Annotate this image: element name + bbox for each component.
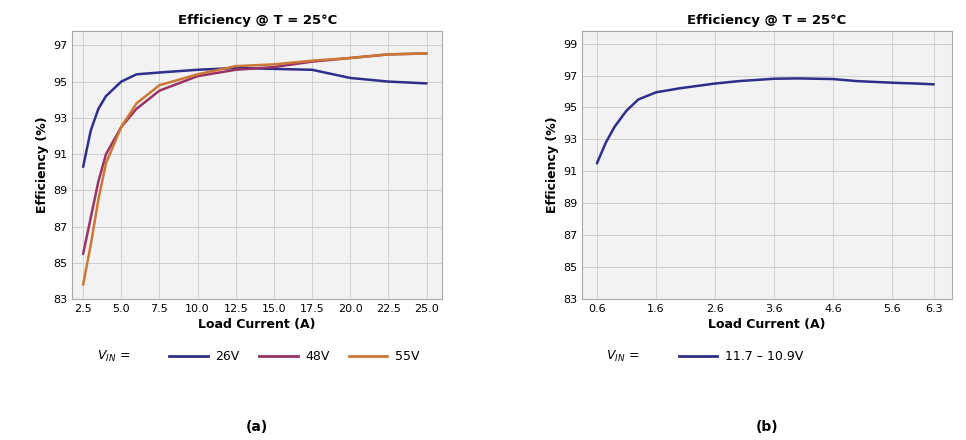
Y-axis label: Efficiency (%): Efficiency (%)	[546, 117, 559, 213]
Text: $V_{\mathit{IN}}$ =: $V_{\mathit{IN}}$ =	[97, 349, 131, 364]
Y-axis label: Efficiency (%): Efficiency (%)	[36, 117, 49, 213]
Title: Efficiency @ T = 25°C: Efficiency @ T = 25°C	[178, 14, 337, 27]
Text: 26V: 26V	[215, 350, 240, 363]
Text: (a): (a)	[246, 420, 269, 434]
Text: 11.7 – 10.9V: 11.7 – 10.9V	[725, 350, 804, 363]
Title: Efficiency @ T = 25°C: Efficiency @ T = 25°C	[687, 14, 846, 27]
Text: 48V: 48V	[305, 350, 329, 363]
X-axis label: Load Current (A): Load Current (A)	[708, 318, 826, 331]
Text: (b): (b)	[755, 420, 779, 434]
Text: 55V: 55V	[395, 350, 419, 363]
X-axis label: Load Current (A): Load Current (A)	[198, 318, 316, 331]
Text: $V_{\mathit{IN}}$ =: $V_{\mathit{IN}}$ =	[607, 349, 640, 364]
